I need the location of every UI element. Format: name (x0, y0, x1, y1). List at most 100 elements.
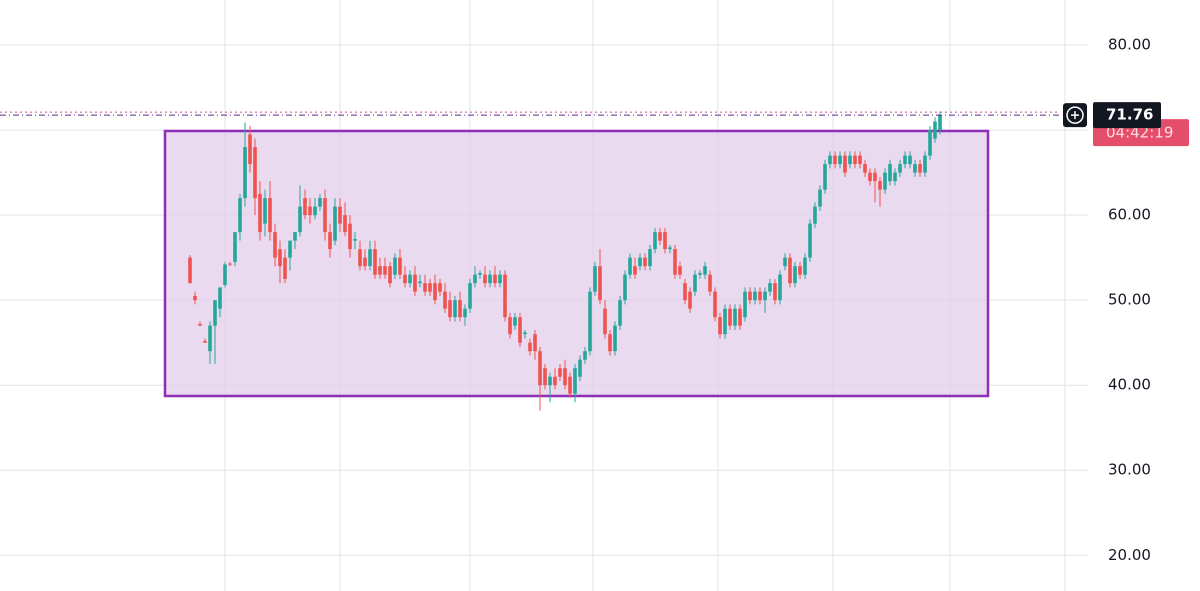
candle-body (503, 274, 507, 318)
candle-body (563, 368, 567, 386)
candle-body (308, 206, 312, 216)
candle-body (848, 155, 852, 165)
candle-body (873, 172, 877, 182)
candle-body (438, 283, 442, 292)
candle-body (663, 232, 667, 250)
candle-body (908, 155, 912, 165)
candle-body (863, 164, 867, 173)
candle-body (533, 334, 537, 352)
candle-body (748, 291, 752, 301)
candle-body (763, 291, 767, 301)
candle-body (623, 274, 627, 301)
candle-body (348, 223, 352, 250)
candle-body (273, 232, 277, 258)
candle-body (803, 257, 807, 275)
candle-body (443, 291, 447, 309)
candle-body (798, 266, 802, 275)
candle-body (788, 257, 792, 284)
candle-body (578, 359, 582, 377)
candle-body (428, 283, 432, 292)
candle-body (573, 368, 577, 394)
candle-body (753, 291, 757, 301)
candle-body (208, 325, 212, 352)
candle-body (843, 155, 847, 173)
candle-body (463, 308, 467, 318)
candle-body (583, 351, 587, 360)
candle-body (918, 164, 922, 173)
candle-body (838, 155, 842, 165)
candle-body (598, 266, 602, 301)
last-price-box (1093, 102, 1161, 129)
candle-body (203, 340, 207, 343)
candle-body (388, 266, 392, 284)
candle-body (833, 155, 837, 165)
candle-body (743, 291, 747, 318)
last-price-label: 71.76 (1106, 106, 1153, 124)
candle-body (238, 198, 242, 233)
candle-body (508, 317, 512, 335)
candle-body (213, 300, 217, 326)
candle-body (483, 274, 487, 284)
candle-body (493, 274, 497, 284)
candle-body (408, 274, 412, 284)
candle-body (878, 181, 882, 190)
candle-body (683, 283, 687, 301)
candle-body (223, 264, 227, 285)
candle-body (523, 332, 527, 335)
candle-body (263, 198, 267, 224)
candle-body (218, 287, 222, 309)
range-box[interactable] (163, 129, 990, 398)
candle-body (188, 257, 192, 284)
candle-body (343, 215, 347, 233)
candle-body (413, 274, 417, 292)
candle-body (253, 147, 257, 199)
candle-body (433, 283, 437, 301)
candle-body (643, 257, 647, 267)
candle-body (633, 266, 637, 275)
candle-body (398, 257, 402, 275)
candle-body (193, 295, 197, 301)
candle-body (518, 317, 522, 343)
candle-body (613, 325, 617, 352)
candle-body (283, 257, 287, 279)
candle-body (373, 249, 377, 275)
candle-body (303, 198, 307, 216)
candle-body (298, 206, 302, 233)
candle-body (903, 155, 907, 165)
candle-body (693, 274, 697, 292)
candles (188, 111, 942, 411)
y-tick-label: 20.00 (1108, 546, 1151, 564)
candle-body (713, 291, 717, 318)
candle-body (258, 193, 262, 233)
candle-body (858, 155, 862, 165)
candle-body (593, 266, 597, 292)
candle-body (468, 283, 472, 309)
candle-body (773, 283, 777, 301)
candle-body (928, 130, 932, 156)
candle-body (538, 351, 542, 386)
candle-body (358, 249, 362, 267)
candle-body (718, 317, 722, 335)
candle-body (938, 115, 942, 131)
candle-body (828, 155, 832, 165)
crosshair-plus (1071, 111, 1079, 120)
candle-body (658, 232, 662, 241)
candle-body (488, 274, 492, 284)
candle-body (738, 308, 742, 326)
candle-body (513, 317, 517, 326)
candle-body (233, 232, 237, 262)
candle-body (568, 376, 572, 394)
candle-body (668, 247, 672, 250)
candle-body (888, 164, 892, 182)
candle-body (243, 147, 247, 199)
candle-body (673, 249, 677, 275)
candle-body (853, 155, 857, 165)
candle-body (728, 308, 732, 326)
candle-body (268, 198, 272, 233)
candle-body (813, 206, 817, 224)
candle-body (368, 249, 372, 267)
candle-body (313, 206, 317, 216)
candle-body (618, 300, 622, 326)
candle-body (293, 232, 297, 241)
